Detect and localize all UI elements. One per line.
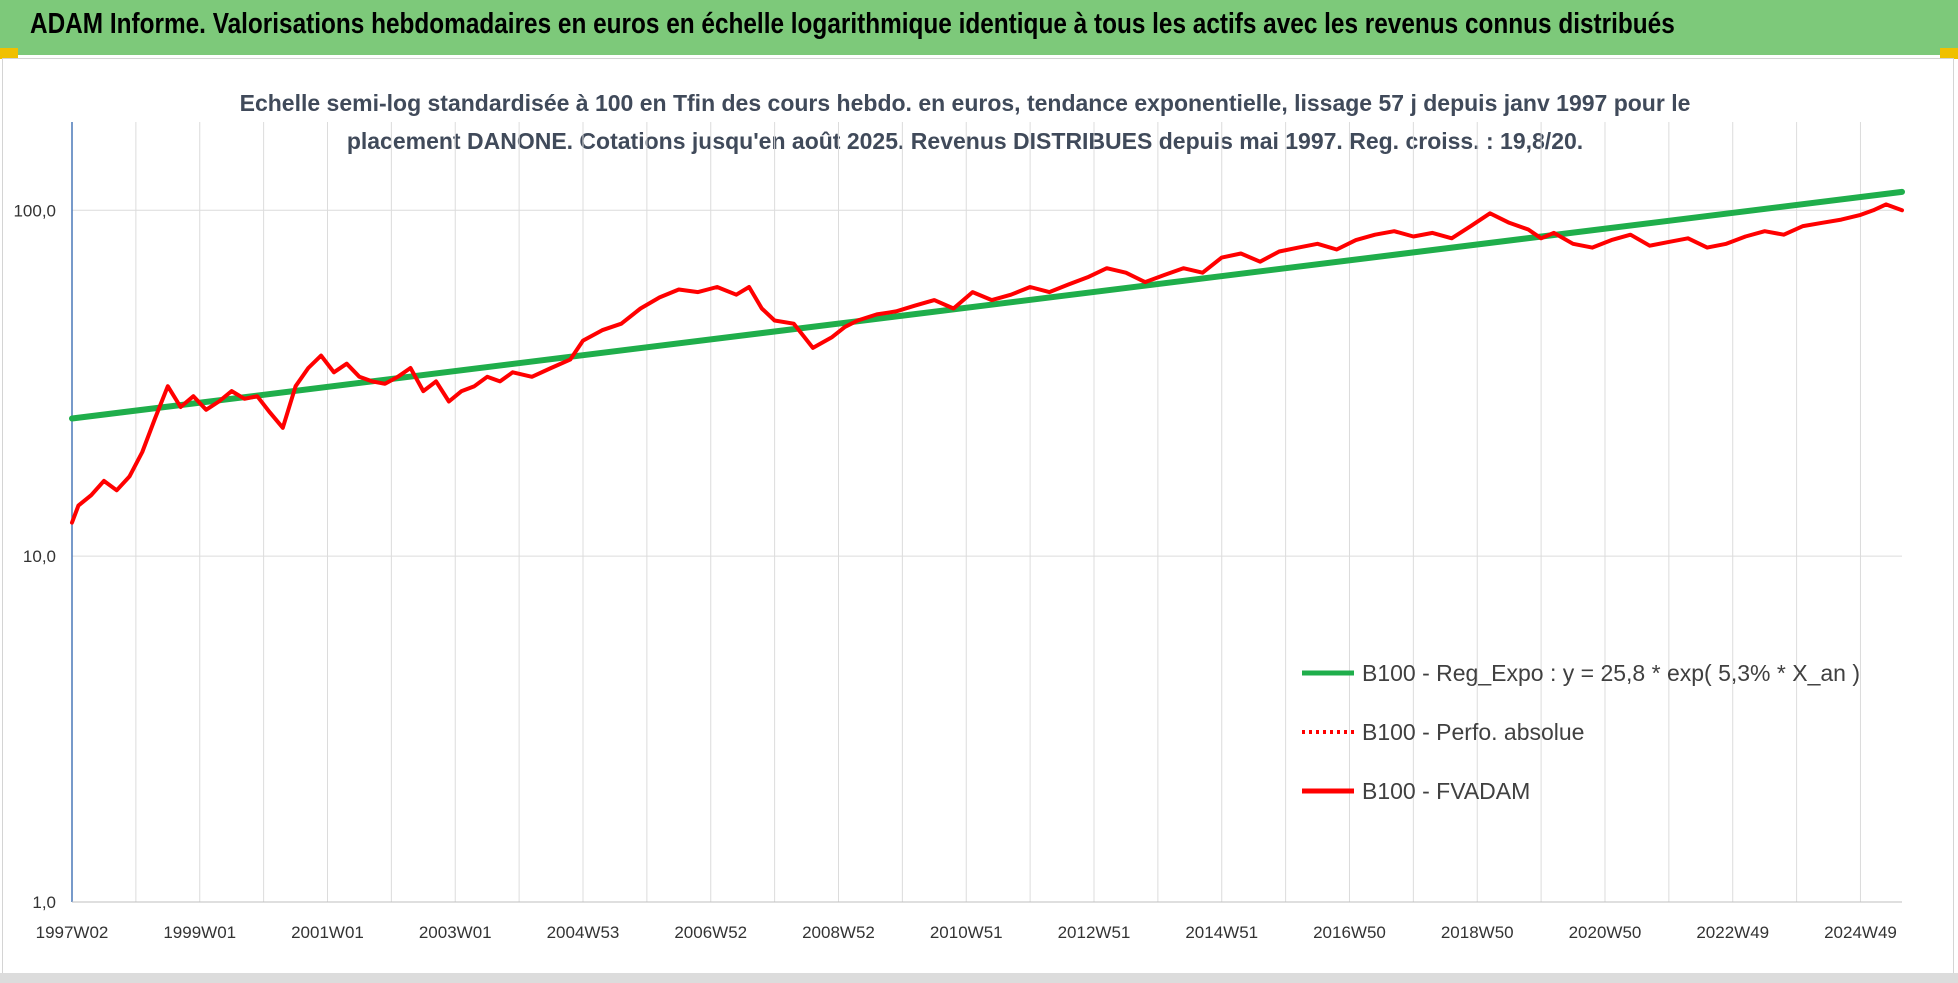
x-tick-label: 1999W01: [163, 923, 236, 942]
legend-label-3: B100 - FVADAM: [1362, 778, 1530, 804]
axes: 1997W02 1999W01 2001W01 2003W01 2004W53 2006W…: [13, 122, 1902, 942]
x-tick-label: 2018W50: [1441, 923, 1514, 942]
x-tick-label: 1997W02: [36, 923, 109, 942]
bottom-strip: [0, 973, 1958, 983]
legend-label-1: B100 - Reg_Expo : y = 25,8 * exp( 5,3% *…: [1362, 660, 1860, 686]
x-tick-label: 2012W51: [1058, 923, 1131, 942]
x-tick-label: 2024W49: [1824, 923, 1897, 942]
series-line-1: [69, 188, 1905, 422]
x-tick-label: 2004W53: [547, 923, 620, 942]
x-tick-label: 2003W01: [419, 923, 492, 942]
chart-title-line-2: placement DANONE. Cotations jusqu'en aoû…: [346, 128, 1584, 154]
x-tick-label: 2016W50: [1313, 923, 1386, 942]
x-tick-label: 2014W51: [1185, 923, 1258, 942]
banner: [0, 0, 1958, 55]
series-line-3: [70, 202, 1904, 525]
x-tick-label: 2010W51: [930, 923, 1003, 942]
grid: [72, 122, 1902, 903]
corner-mark-top-right: [1940, 48, 1958, 59]
y-tick-label: 100,0: [13, 201, 56, 220]
x-tick-label: 2001W01: [291, 923, 364, 942]
x-tick-label: 2020W50: [1569, 923, 1642, 942]
x-tick-label: 2006W52: [674, 923, 747, 942]
legend: B100 - Reg_Expo : y = 25,8 * exp( 5,3% *…: [1302, 660, 1860, 804]
y-tick-label: 10,0: [23, 547, 56, 566]
x-tick-label: 2008W52: [802, 923, 875, 942]
corner-mark-top-left: [0, 48, 18, 59]
y-tick-label: 1,0: [32, 893, 56, 912]
banner-title: ADAM Informe. Valorisations hebdomadaire…: [30, 8, 1675, 40]
x-tick-label: 2022W49: [1696, 923, 1769, 942]
chart-title-line-1: Echelle semi-log standardisée à 100 en T…: [239, 90, 1691, 116]
chart-title: Echelle semi-log standardisée à 100 en T…: [200, 84, 1730, 160]
series: [69, 188, 1905, 525]
legend-label-2: B100 - Perfo. absolue: [1362, 719, 1584, 745]
